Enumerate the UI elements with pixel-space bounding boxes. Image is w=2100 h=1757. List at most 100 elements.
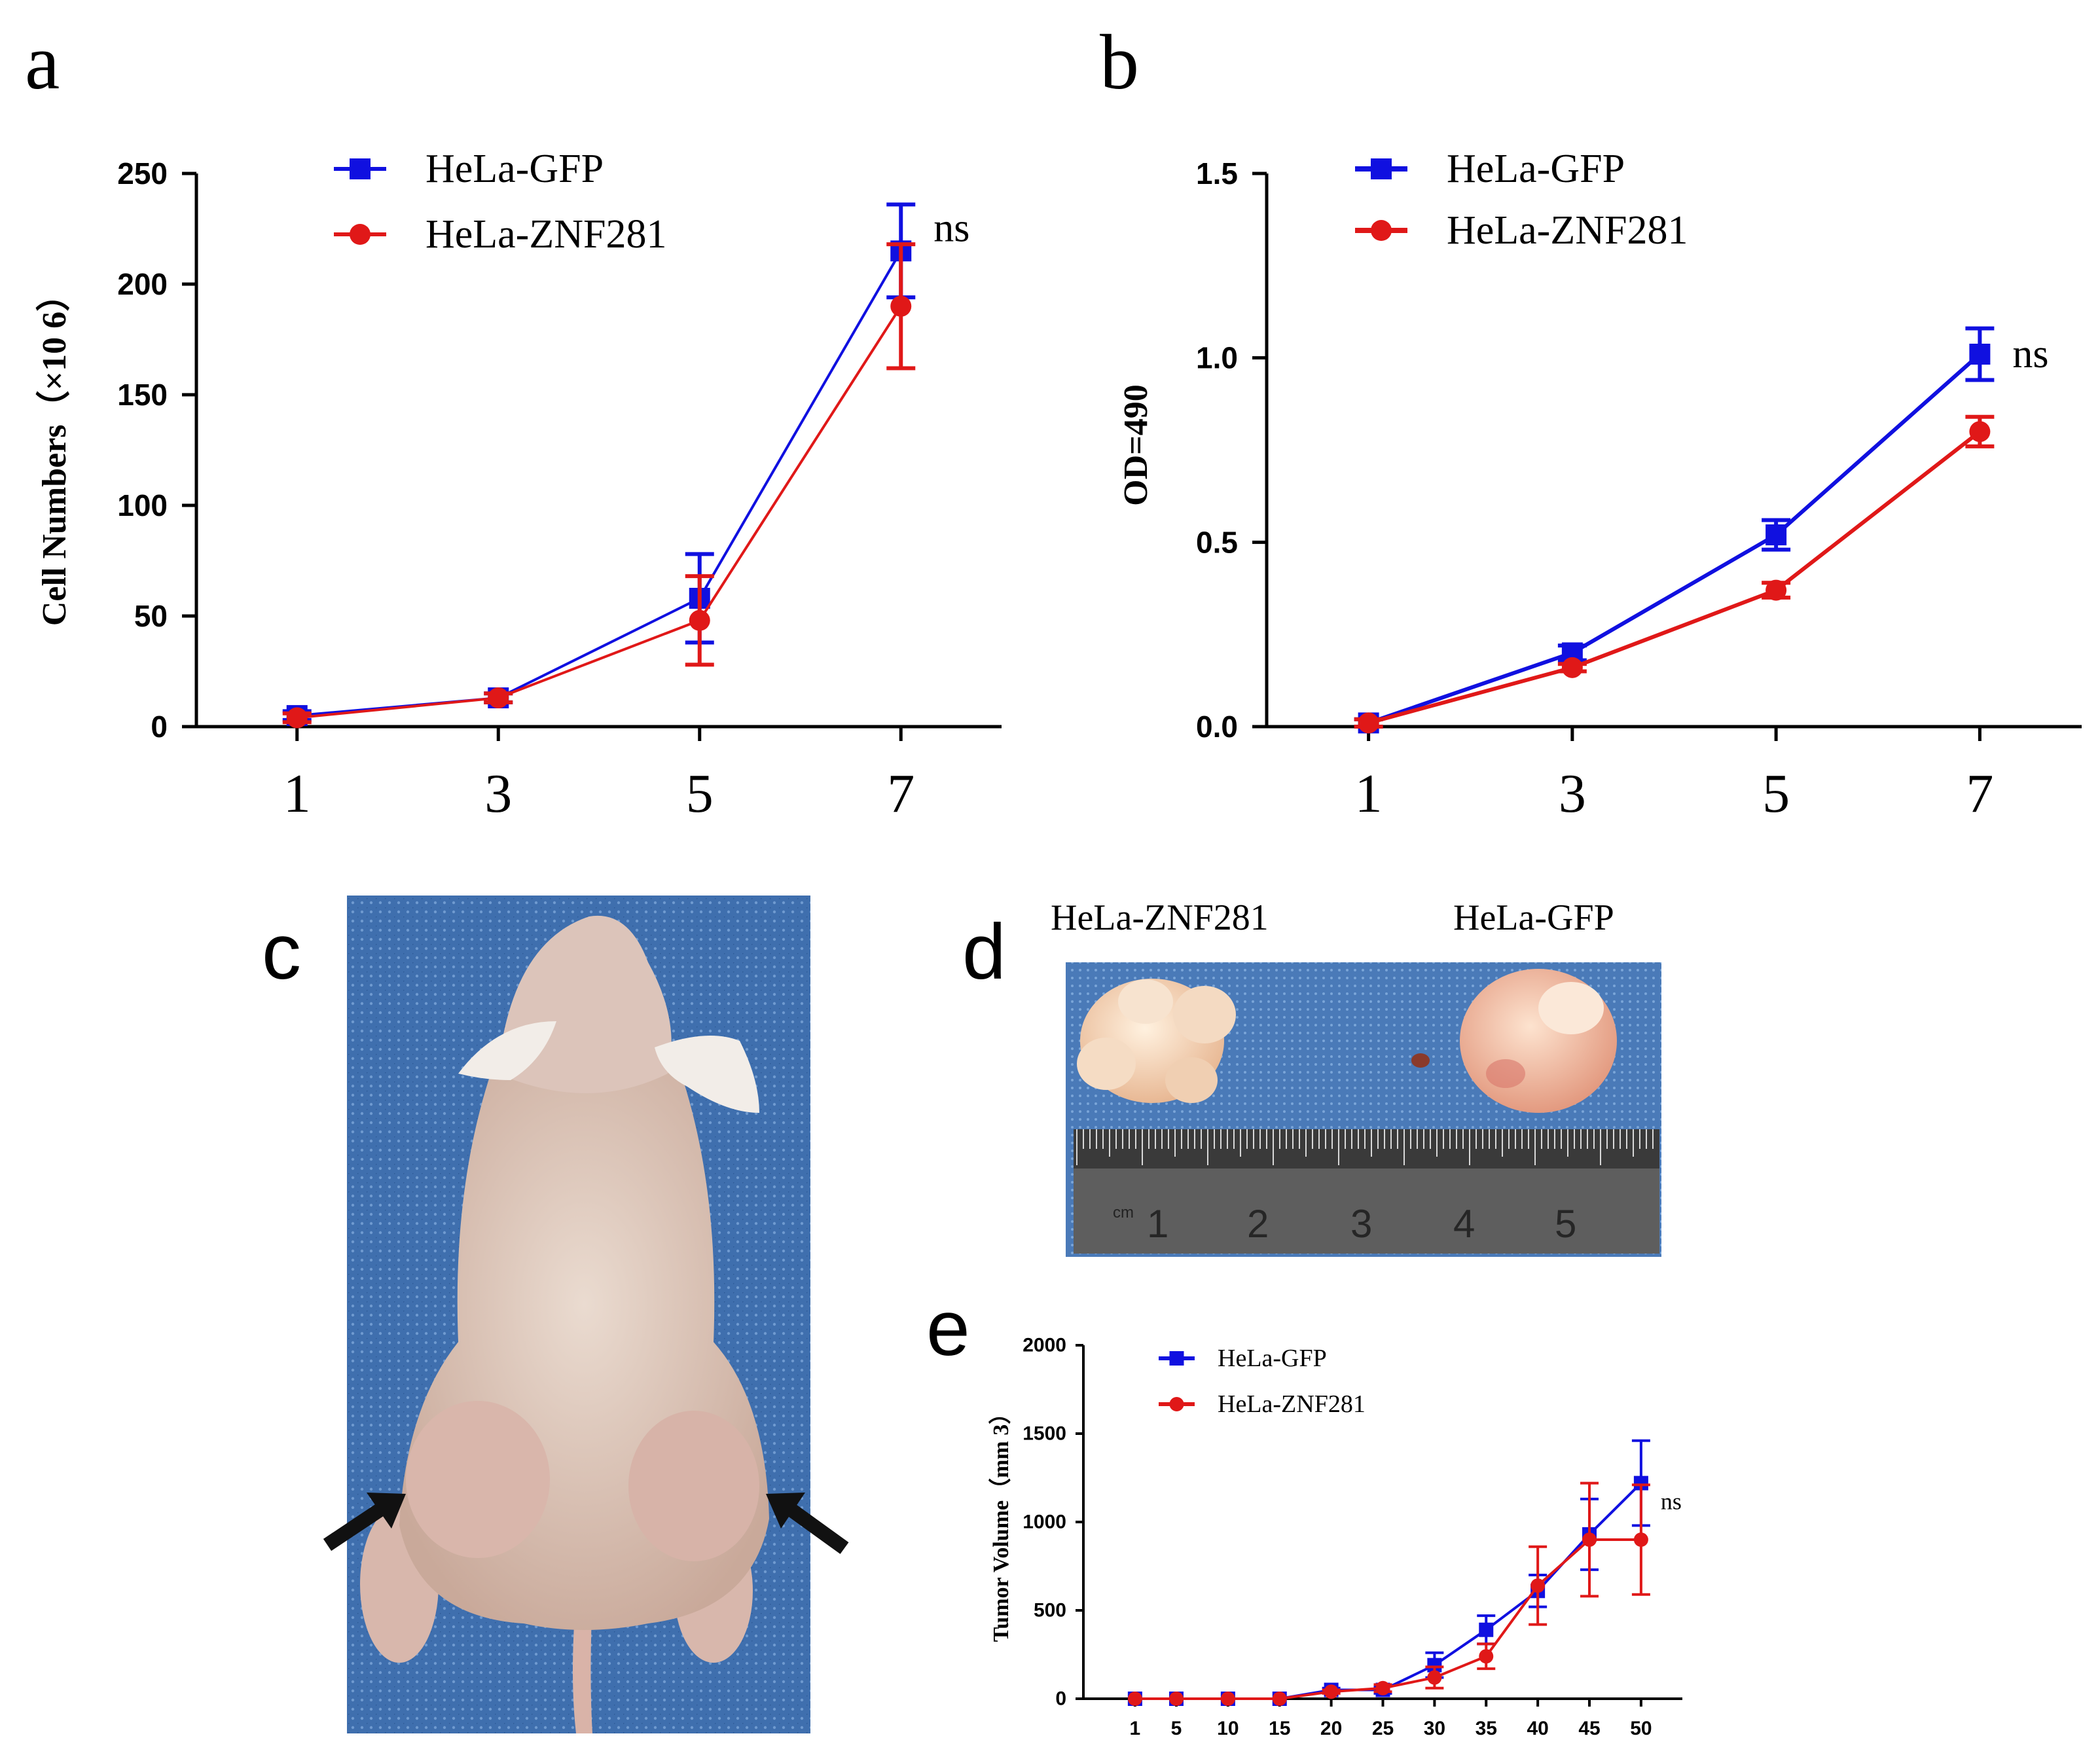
x-tick-label: 10 [1217, 1718, 1239, 1739]
data-point [1633, 1476, 1648, 1491]
mouse-photo [323, 896, 849, 1733]
x-tick-label: 20 [1320, 1718, 1342, 1739]
ns-annotation: ns [2012, 332, 2048, 376]
data-point [1427, 1670, 1442, 1685]
data-point [1220, 1692, 1235, 1706]
chart-a-cell-numbers: 0 50 100 150 200 250 1 3 5 7 Cell Numbers（×10 6） He… [35, 147, 1002, 824]
photo-label-znf281: HeLa-ZNF281 [1051, 897, 1269, 938]
legend-marker [1371, 220, 1392, 241]
panel-label-c: c [262, 908, 301, 996]
legend-marker [1169, 1351, 1184, 1366]
y-tick-label: 1000 [1023, 1512, 1066, 1533]
y-tick-label: 1.5 [1196, 156, 1238, 190]
data-point [1479, 1649, 1494, 1664]
photo-label-gfp: HeLa-GFP [1453, 897, 1614, 938]
svg-text:1: 1 [1147, 1202, 1168, 1246]
data-point [1969, 344, 1991, 365]
x-tick-label: 50 [1630, 1718, 1652, 1739]
x-tick-label: 35 [1475, 1718, 1497, 1739]
x-tick-label: 1 [283, 763, 311, 824]
series-hela-znf281 [282, 242, 916, 729]
x-tick-label: 30 [1424, 1718, 1445, 1739]
x-tick-label: 5 [686, 763, 714, 824]
series-hela-gfp [1127, 1439, 1650, 1706]
series-hela-znf281 [1127, 1481, 1650, 1706]
series-hela-gfp [282, 202, 916, 727]
legend-label: HeLa-GFP [425, 147, 604, 191]
data-point [1561, 657, 1583, 678]
x-tick-label: 40 [1527, 1718, 1548, 1739]
legend-marker [350, 158, 371, 179]
x-tick-label: 7 [887, 763, 914, 824]
legend: HeLa-GFP HeLa-ZNF281 [1355, 147, 1688, 253]
y-axis-label: OD=490 [1117, 384, 1155, 506]
y-tick-label: 150 [117, 378, 168, 412]
legend-label: HeLa-GFP [1218, 1345, 1327, 1372]
chart-b-od490: 0.0 0.5 1.0 1.5 1 3 5 7 OD=490 HeLa-GFP HeLa-ZNF28… [1117, 147, 2082, 824]
legend: HeLa-GFP HeLa-ZNF281 [1159, 1345, 1366, 1418]
data-point [1479, 1622, 1494, 1637]
data-point [1530, 1578, 1546, 1593]
y-tick-label: 500 [1034, 1600, 1066, 1621]
y-axis-label: Cell Numbers（×10 6） [35, 278, 73, 626]
x-tick-label: 25 [1372, 1718, 1394, 1739]
x-tick-label: 15 [1269, 1718, 1290, 1739]
legend-marker [1371, 158, 1392, 179]
panel-label-d: d [962, 908, 1006, 996]
series-hela-znf281 [1354, 414, 1995, 734]
y-tick-label: 0 [151, 710, 168, 744]
y-tick-label: 2000 [1023, 1335, 1066, 1356]
panel-label-b: b [1100, 18, 1139, 105]
svg-text:5: 5 [1555, 1202, 1576, 1246]
data-point [488, 687, 509, 709]
y-tick-label: 0.5 [1196, 525, 1238, 559]
data-point [1168, 1692, 1184, 1706]
arrow-right-icon [766, 1493, 849, 1554]
tumor-gfp [1460, 969, 1617, 1113]
ns-annotation: ns [933, 206, 969, 250]
series-hela-gfp [1354, 326, 1995, 734]
series-line [1134, 1538, 1641, 1700]
panel-label-e: e [926, 1284, 970, 1372]
y-tick-label: 50 [134, 599, 168, 633]
data-point [1324, 1684, 1339, 1699]
series-line [1367, 352, 1982, 725]
legend-marker [350, 224, 371, 245]
data-point [1582, 1532, 1597, 1547]
legend-marker [1169, 1397, 1184, 1411]
x-tick-label: 1 [1130, 1718, 1141, 1739]
y-tick-label: 1500 [1023, 1423, 1066, 1445]
data-point [286, 707, 308, 729]
y-tick-label: 100 [117, 488, 168, 522]
legend-label: HeLa-ZNF281 [1447, 208, 1688, 253]
data-point [1127, 1692, 1142, 1706]
data-point [1427, 1657, 1442, 1673]
x-tick-label: 5 [1762, 763, 1790, 824]
data-point [1969, 421, 1991, 443]
x-tick-label: 3 [484, 763, 512, 824]
x-tick-label: 3 [1559, 763, 1586, 824]
y-tick-label: 1.0 [1196, 341, 1238, 375]
data-point [1375, 1680, 1390, 1695]
data-point [1358, 712, 1379, 734]
data-point [1765, 579, 1787, 601]
tumor-znf281 [1077, 979, 1236, 1103]
x-tick-label: 45 [1578, 1718, 1600, 1739]
ns-annotation: ns [1661, 1489, 1682, 1515]
tumor-photo: cm 1 2 3 4 5 [1066, 962, 1661, 1257]
data-point [1633, 1532, 1648, 1547]
tiny-tumor [1411, 1053, 1430, 1068]
y-tick-label: 0.0 [1196, 710, 1238, 744]
x-tick-label: 1 [1355, 763, 1383, 824]
y-tick-label: 250 [117, 156, 168, 190]
data-point [1272, 1692, 1287, 1706]
svg-text:3: 3 [1350, 1202, 1372, 1246]
y-tick-label: 0 [1055, 1688, 1066, 1710]
panel-label-a: a [25, 18, 60, 105]
series-line [297, 305, 902, 719]
svg-text:2: 2 [1247, 1202, 1269, 1246]
x-tick-label: 7 [1966, 763, 1993, 824]
series-line [1134, 1482, 1642, 1700]
data-point [890, 295, 912, 317]
